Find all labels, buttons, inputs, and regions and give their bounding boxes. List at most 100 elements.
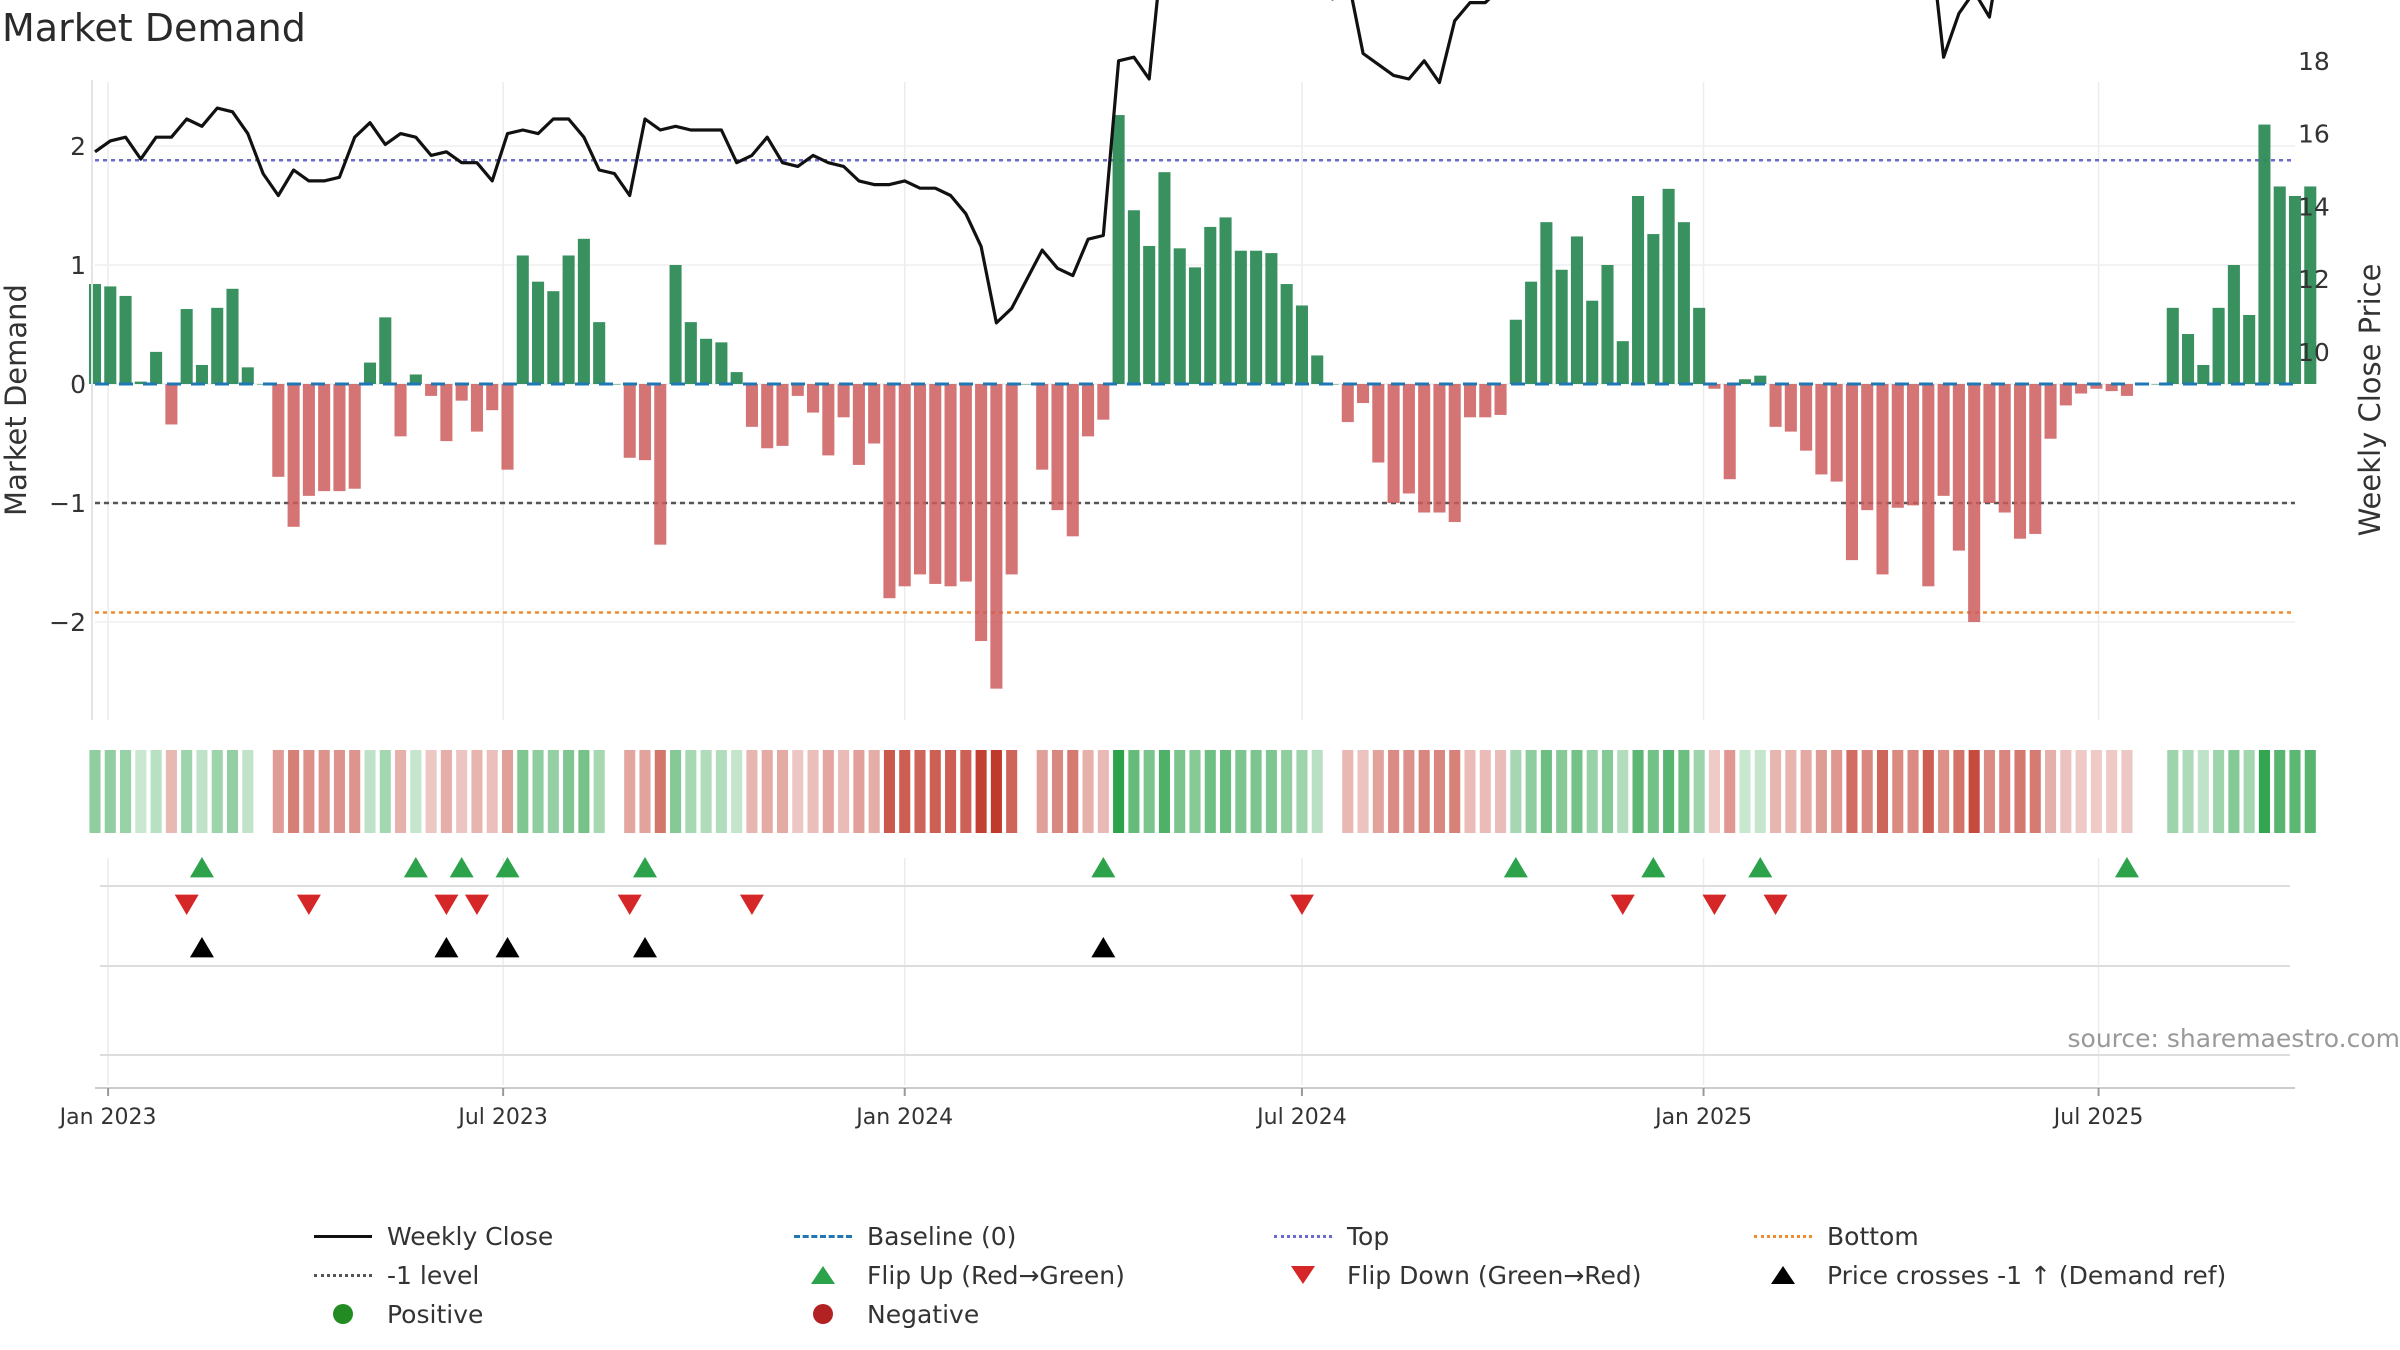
positive-bar — [1662, 188, 1675, 384]
legend-top-label: Top — [1347, 1221, 1390, 1251]
negative-bar — [1372, 384, 1385, 463]
heat-cell — [2228, 750, 2240, 833]
negative-bar — [944, 384, 957, 587]
negative-bar — [1005, 384, 1018, 575]
positive-bar — [363, 362, 377, 384]
heat-cell — [1586, 750, 1598, 833]
heat-cell — [1724, 750, 1736, 833]
heat-cell — [1464, 750, 1476, 833]
heat-cell — [1785, 750, 1797, 833]
heat-cell — [1250, 750, 1262, 833]
heat-cell — [1556, 750, 1568, 833]
negative-bar — [2090, 384, 2103, 389]
heat-cell — [1632, 750, 1644, 833]
positive-bar — [516, 255, 529, 384]
negative-bar — [776, 384, 789, 446]
positive-bar — [715, 342, 728, 384]
x-tick-label: Jul 2025 — [2052, 1105, 2144, 1130]
positive-dot-icon — [333, 1304, 353, 1324]
flip-down-marker — [739, 894, 764, 915]
positive-bar — [1295, 305, 1308, 384]
heat-cell — [593, 750, 605, 833]
heat-cell — [1739, 750, 1751, 833]
negative-bar — [501, 384, 514, 470]
positive-bar — [532, 281, 545, 384]
signal-markers — [100, 857, 2290, 1056]
positive-bar — [1234, 250, 1247, 384]
positive-bar — [2197, 364, 2210, 384]
legend-minus-one: -1 level — [313, 1260, 479, 1290]
right-tick-label: 20 — [2298, 0, 2330, 3]
flip-up-marker — [1641, 857, 1666, 878]
flip-up-marker — [189, 857, 214, 878]
price-cross-icon — [1771, 1266, 1795, 1284]
positive-bar — [1143, 245, 1156, 384]
positive-bar — [577, 238, 590, 384]
flip-up-icon — [811, 1266, 835, 1284]
legend-baseline: Baseline (0) — [793, 1221, 1016, 1251]
heat-cell — [532, 750, 544, 833]
negative-bar — [2013, 384, 2027, 539]
heat-cell — [899, 750, 911, 833]
negative-bar — [913, 384, 927, 575]
right-tick-label: 14 — [2298, 192, 2330, 221]
negative-bar — [868, 384, 881, 444]
positive-bar — [195, 364, 208, 384]
heat-cell — [349, 750, 361, 833]
heat-cell — [1479, 750, 1491, 833]
negative-bar — [1341, 384, 1354, 423]
legend-flip-up: Flip Up (Red→Green) — [793, 1260, 1125, 1290]
heat-cell — [1770, 750, 1782, 833]
legend-flip-down-label: Flip Down (Green→Red) — [1347, 1260, 1642, 1290]
heat-strip — [89, 750, 2316, 833]
heat-cell — [608, 750, 620, 833]
heat-cell — [2213, 750, 2225, 833]
negative-bar — [394, 384, 407, 437]
heat-cell — [1342, 750, 1354, 833]
positive-bar — [669, 265, 682, 384]
legend-bottom: Bottom — [1753, 1221, 1919, 1251]
negative-bar — [1937, 384, 1950, 496]
flip-down-icon — [1291, 1266, 1315, 1284]
negative-bar — [654, 384, 667, 545]
heat-cell — [1388, 750, 1400, 833]
x-tick-label: Jul 2024 — [1255, 1105, 1347, 1130]
flip-down-marker — [1289, 894, 1314, 915]
heat-cell — [456, 750, 468, 833]
heat-cell — [486, 750, 498, 833]
heat-cell — [440, 750, 452, 833]
heat-cell — [2243, 750, 2255, 833]
positive-bar — [1570, 236, 1583, 384]
heat-cell — [853, 750, 865, 833]
negative-bar — [1952, 384, 1965, 551]
axes-layer: 210−1−2262422201816141210Market DemandWe… — [0, 0, 2387, 720]
heat-cell — [2014, 750, 2026, 833]
heat-cell — [1678, 750, 1690, 833]
heat-cell — [1861, 750, 1873, 833]
positive-bar — [104, 286, 117, 384]
heat-cell — [2121, 750, 2133, 833]
heat-cell — [700, 750, 712, 833]
legend-positive: Positive — [313, 1299, 483, 1329]
heat-cell — [379, 750, 391, 833]
heat-cell — [960, 750, 972, 833]
negative-bar — [2075, 384, 2088, 394]
right-tick-label: 12 — [2298, 265, 2330, 294]
heat-cell — [1647, 750, 1659, 833]
heat-cell — [1174, 750, 1186, 833]
negative-bar — [1387, 384, 1400, 503]
positive-bar — [1188, 267, 1202, 384]
heat-cell — [1983, 750, 1995, 833]
negative-bar — [2059, 384, 2072, 406]
heat-cell — [2029, 750, 2041, 833]
legend-minus-one-label: -1 level — [387, 1260, 480, 1290]
negative-bar — [822, 384, 835, 456]
positive-bar — [2227, 265, 2240, 384]
negative-bar — [1433, 384, 1446, 513]
heat-cell — [2167, 750, 2179, 833]
positive-bar — [226, 288, 239, 384]
negative-bar — [1876, 384, 1889, 575]
positive-bar — [2304, 186, 2317, 384]
heat-cell — [288, 750, 300, 833]
heat-cell — [1372, 750, 1384, 833]
